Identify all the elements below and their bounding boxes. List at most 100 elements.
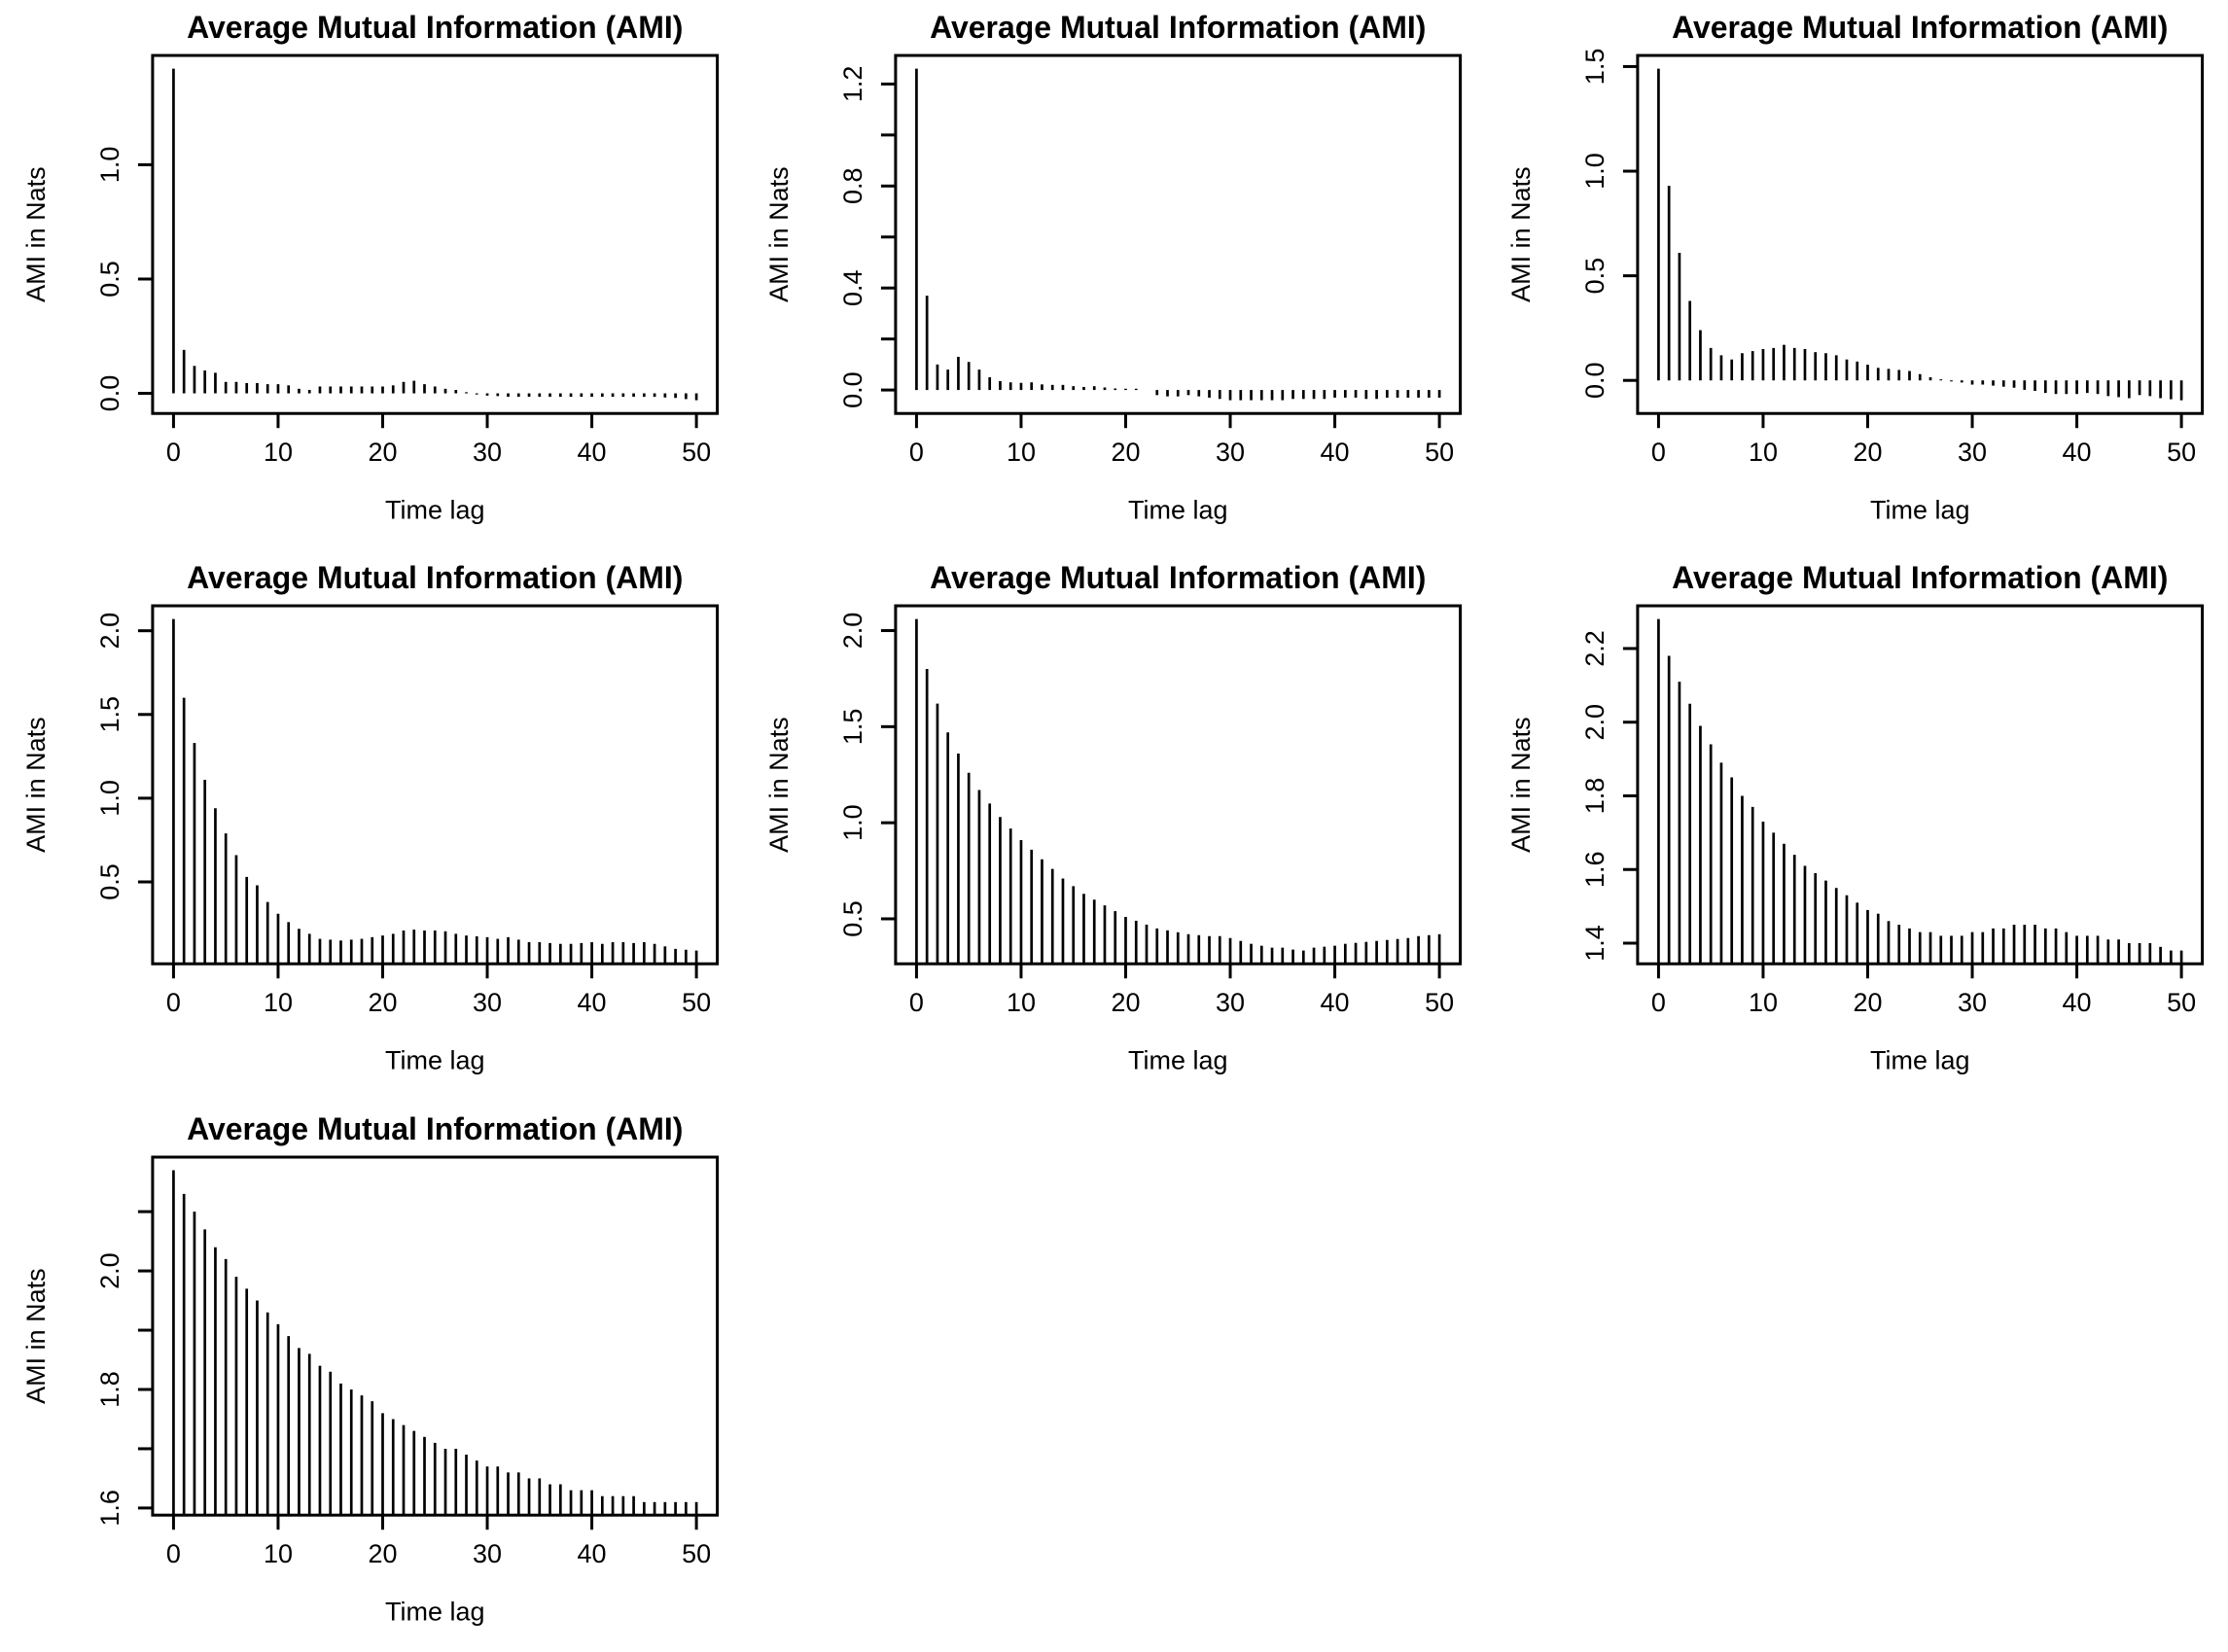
x-axis-label: Time lag: [1128, 1046, 1227, 1075]
x-tick-label: 40: [578, 989, 607, 1018]
x-axis-label: Time lag: [1870, 1046, 1969, 1075]
x-tick-label: 30: [473, 989, 502, 1018]
empty-cell-2: [1485, 1101, 2228, 1652]
plot-box: [1636, 53, 2205, 415]
x-tick-label: 0: [166, 1539, 181, 1568]
x-tick-label: 20: [368, 1539, 397, 1568]
plot-box: [1636, 604, 2205, 967]
y-tick-label: 2.0: [95, 613, 124, 650]
ami-plot-1: 0 10 20 30 40 50 0.0 0.5 1.0 Average Mutual Infor…: [21, 10, 720, 524]
x-axis-label: Time lag: [385, 1597, 484, 1626]
x-tick-label: 0: [166, 438, 181, 467]
x-tick-label: 30: [473, 1539, 502, 1568]
x-tick-label: 10: [264, 989, 293, 1018]
plot-cell-4: 0 10 20 30 40 50 0.5 1.0 1.5 2.0 Average Mutual In…: [0, 550, 743, 1102]
plot-title: Average Mutual Information (AMI): [187, 1111, 683, 1146]
ami-plot-3: 0 10 20 30 40 50 0.0 0.5 1.0 1.5 Average Mutual In…: [1506, 10, 2205, 524]
plot-title: Average Mutual Information (AMI): [1672, 10, 2168, 45]
y-tick-label: 1.8: [1580, 778, 1609, 815]
y-tick-label: 1.0: [838, 805, 867, 842]
x-tick-label: 10: [1749, 989, 1778, 1018]
y-tick-label: 1.5: [1580, 49, 1609, 86]
empty-cell-1: [742, 1101, 1486, 1652]
x-tick-label: 10: [264, 438, 293, 467]
y-axis-label: AMI in Nats: [21, 166, 51, 302]
x-tick-label: 20: [1854, 989, 1883, 1018]
x-tick-label: 30: [1958, 989, 1987, 1018]
plot-title: Average Mutual Information (AMI): [930, 10, 1426, 45]
y-tick-label: 0.0: [1580, 362, 1609, 399]
plot-cell-2: 0 10 20 30 40 50 0.0 0.4 0.8 1.2 Average Mutual In…: [742, 0, 1486, 551]
plot-title: Average Mutual Information (AMI): [187, 10, 683, 45]
plot-title: Average Mutual Information (AMI): [187, 560, 683, 595]
x-tick-label: 20: [368, 989, 397, 1018]
ami-plot-5: 0 10 20 30 40 50 0.5 1.0 1.5 2.0 Average Mutual In…: [764, 560, 1462, 1075]
y-axis-label: AMI in Nats: [1506, 166, 1536, 302]
y-tick-label: 1.5: [95, 696, 124, 733]
y-tick-label: 0.5: [838, 901, 867, 938]
plot-box: [894, 604, 1462, 967]
y-tick-label: 1.4: [1580, 926, 1609, 963]
y-tick-label: 0.5: [95, 261, 124, 298]
ami-plot-4: 0 10 20 30 40 50 0.5 1.0 1.5 2.0 Average Mutual In…: [21, 560, 720, 1075]
ami-plot-6: 0 10 20 30 40 50 1.4 1.6 1.8 2.0 2.2 Average Mutual…: [1506, 560, 2205, 1075]
x-tick-label: 40: [1320, 438, 1349, 467]
y-tick-label: 0.5: [95, 864, 124, 901]
x-tick-label: 10: [1749, 438, 1778, 467]
x-tick-label: 10: [1007, 989, 1036, 1018]
plot-title: Average Mutual Information (AMI): [930, 560, 1426, 595]
plot-box: [151, 604, 720, 967]
y-tick-label: 1.5: [838, 709, 867, 746]
y-axis-label: AMI in Nats: [1506, 718, 1536, 854]
x-tick-label: 40: [578, 438, 607, 467]
plot-cell-7: 0 10 20 30 40 50 1.6 1.8 2.0 Average Mutual Infor…: [0, 1101, 743, 1652]
x-tick-label: 20: [1111, 989, 1140, 1018]
x-tick-label: 30: [473, 438, 502, 467]
x-tick-label: 50: [1425, 989, 1454, 1018]
plot-cell-6: 0 10 20 30 40 50 1.4 1.6 1.8 2.0 2.2 Average Mutual…: [1485, 550, 2228, 1102]
x-axis-label: Time lag: [1128, 495, 1227, 524]
x-tick-label: 0: [909, 989, 924, 1018]
y-tick-label: 1.8: [95, 1371, 124, 1408]
plot-box: [151, 53, 720, 415]
y-axis-label: AMI in Nats: [21, 1268, 51, 1404]
x-axis-label: Time lag: [1870, 495, 1969, 524]
x-axis-label: Time lag: [385, 1046, 484, 1075]
y-tick-label: 0.0: [95, 375, 124, 412]
x-tick-label: 50: [682, 1539, 711, 1568]
y-tick-label: 2.0: [838, 613, 867, 650]
x-tick-label: 30: [1216, 438, 1245, 467]
x-tick-label: 0: [909, 438, 924, 467]
x-axis-label: Time lag: [385, 495, 484, 524]
y-tick-label: 2.2: [1580, 630, 1609, 667]
y-tick-label: 2.0: [1580, 704, 1609, 741]
x-tick-label: 40: [1320, 989, 1349, 1018]
x-tick-label: 10: [264, 1539, 293, 1568]
x-tick-label: 0: [166, 989, 181, 1018]
y-tick-label: 1.0: [1580, 153, 1609, 190]
x-tick-label: 10: [1007, 438, 1036, 467]
x-tick-label: 20: [368, 438, 397, 467]
x-tick-label: 0: [1651, 438, 1666, 467]
y-tick-label: 1.2: [838, 66, 867, 103]
y-tick-label: 0.4: [838, 269, 867, 306]
x-tick-label: 50: [682, 438, 711, 467]
x-tick-label: 20: [1111, 438, 1140, 467]
x-tick-label: 40: [2063, 989, 2092, 1018]
x-tick-label: 20: [1854, 438, 1883, 467]
y-tick-label: 0.5: [1580, 258, 1609, 295]
ami-plot-2: 0 10 20 30 40 50 0.0 0.4 0.8 1.2 Average Mutual In…: [764, 10, 1462, 524]
plot-cell-1: 0 10 20 30 40 50 0.0 0.5 1.0 Average Mutual Infor…: [0, 0, 743, 551]
y-tick-label: 0.0: [838, 371, 867, 408]
x-tick-label: 30: [1958, 438, 1987, 467]
y-tick-label: 1.6: [1580, 852, 1609, 889]
ami-plot-7: 0 10 20 30 40 50 1.6 1.8 2.0 Average Mutual Infor…: [21, 1111, 720, 1626]
plot-title: Average Mutual Information (AMI): [1672, 560, 2168, 595]
y-axis-label: AMI in Nats: [764, 166, 794, 302]
y-axis-label: AMI in Nats: [21, 718, 51, 854]
x-tick-label: 50: [1425, 438, 1454, 467]
x-tick-label: 30: [1216, 989, 1245, 1018]
y-tick-label: 1.0: [95, 147, 124, 184]
plot-cell-3: 0 10 20 30 40 50 0.0 0.5 1.0 1.5 Average Mutual In…: [1485, 0, 2228, 551]
